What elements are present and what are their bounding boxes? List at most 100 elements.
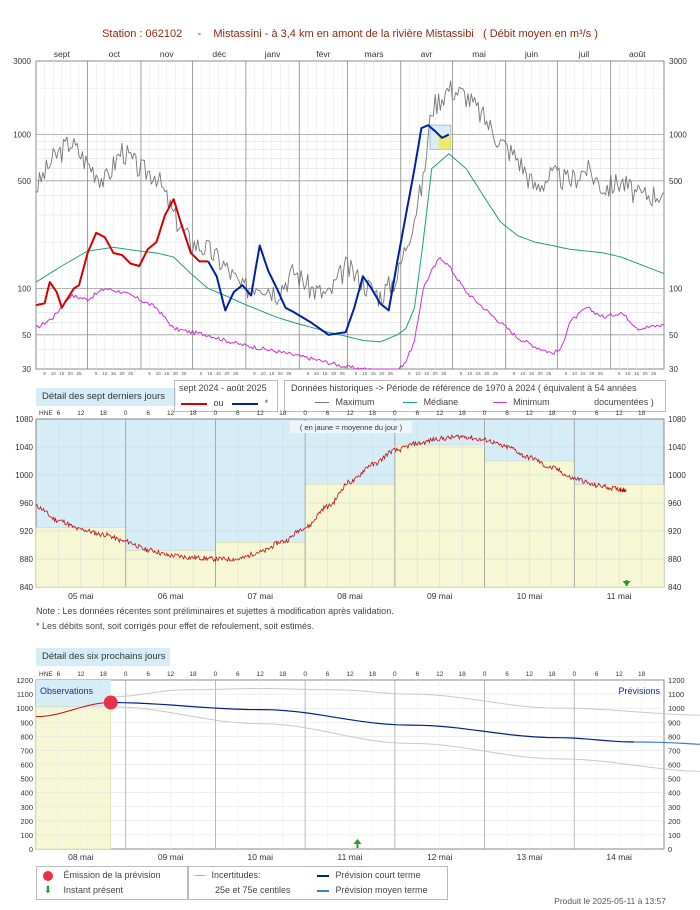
forecast-y-tick-left: 800	[20, 732, 33, 741]
forecast-day-label: 11 mai	[338, 852, 363, 862]
forecast-hour-label: 6	[415, 671, 419, 678]
seven-day-day-label: 07 mai	[248, 591, 274, 601]
annual-month-label: sept	[54, 49, 71, 59]
annual-day-tick-label: 25	[598, 371, 604, 376]
annual-month-label: oct	[109, 49, 121, 59]
instant-label: Instant présent	[63, 885, 124, 895]
six-day-detail-box: Détail des six prochains jours	[36, 648, 170, 666]
annual-day-tick-label: 20	[173, 371, 179, 376]
annual-y-tick-right: 500	[669, 177, 683, 186]
annual-month-label: août	[629, 49, 646, 59]
seven-day-hour-label: 6	[505, 410, 509, 417]
seven-day-day-label: 08 mai	[337, 591, 363, 601]
forecast-hour-label: 18	[100, 671, 108, 678]
forecast-hour-label: 0	[303, 671, 307, 678]
seven-day-hour-label: 12	[77, 410, 85, 417]
forecast-y-tick-left: 200	[20, 817, 33, 826]
annual-day-tick-label: 20	[538, 371, 544, 376]
uncertainty-label: Incertitudes:	[211, 870, 261, 880]
annual-day-tick-label: 25	[388, 371, 394, 376]
yellow-note-text: ( en jaune = moyenne du jour )	[300, 423, 403, 432]
forecast-y-tick-right: 300	[668, 803, 681, 812]
uncertainty-swatch	[195, 875, 205, 877]
annual-day-tick-label: 5	[253, 371, 256, 376]
or-label: ou	[213, 398, 224, 408]
annual-month-label: avr	[421, 49, 433, 59]
forecast-y-tick-left: 1100	[17, 690, 33, 699]
seven-day-y-tick-left: 1040	[15, 443, 33, 452]
annual-day-tick-label: 15	[111, 371, 117, 376]
annual-day-tick-label: 15	[323, 371, 329, 376]
court-terme-label: Prévision court terme	[335, 870, 421, 880]
seven-day-y-tick-right: 880	[668, 555, 682, 564]
forecast-hne-label: HNE	[39, 671, 53, 678]
forecast-y-tick-left: 700	[20, 746, 33, 755]
observation-daily-mean	[35, 706, 112, 850]
annual-y-tick-left: 50	[22, 331, 31, 340]
seven-day-observed-line	[35, 434, 627, 563]
forecast-legend-right: Incertitudes: 25e et 75e centiles Prévis…	[188, 866, 448, 900]
annual-month-label: févr	[316, 49, 330, 59]
annual-day-tick-label: 25	[340, 371, 346, 376]
annual-day-tick-label: 5	[148, 371, 151, 376]
annual-day-tick-label: 15	[424, 371, 430, 376]
annual-month-label: mai	[472, 49, 486, 59]
annual-y-tick-left: 1000	[13, 130, 31, 139]
seven-day-hour-label: 18	[548, 410, 556, 417]
six-day-detail-label: Détail des six prochains jours	[42, 651, 166, 662]
annual-day-tick-label: 5	[618, 371, 621, 376]
annual-y-tick-left: 500	[18, 177, 32, 186]
annual-day-tick-label: 20	[433, 371, 439, 376]
forecast-hour-label: 6	[146, 671, 150, 678]
period-title: sept 2024 - août 2025	[179, 383, 267, 393]
annual-y-tick-left: 3000	[13, 57, 31, 66]
forecast-day-label: 08 mai	[68, 852, 94, 862]
annual-y-tick-right: 30	[669, 365, 678, 374]
annual-day-tick-label: 25	[128, 371, 134, 376]
annual-day-tick-label: 20	[68, 371, 74, 376]
unit-label: ( Débit moyen en m³/s )	[483, 28, 598, 40]
observed-red-swatch	[181, 402, 207, 405]
annual-day-tick-label: 5	[408, 371, 411, 376]
estimated-blue-swatch	[232, 402, 259, 405]
seven-day-hour-label: 0	[214, 410, 218, 417]
annual-month-label: mars	[365, 49, 384, 59]
previsions-label: Prévisions	[618, 686, 660, 696]
annual-day-tick-label: 25	[286, 371, 292, 376]
annual-day-tick-label: 20	[224, 371, 230, 376]
forecast-hour-label: 12	[257, 671, 265, 678]
forecast-hour-label: 12	[616, 671, 624, 678]
median-label: Médiane	[423, 397, 459, 407]
forecast-hour-label: 0	[393, 671, 397, 678]
forecast-observed-line	[35, 702, 111, 718]
forecast-hour-label: 0	[483, 671, 487, 678]
seven-day-detail-label: Détail des sept derniers jours	[42, 391, 166, 402]
emission-dot-icon	[43, 870, 53, 881]
annual-day-tick-label: 20	[120, 371, 126, 376]
emission-dot-icon	[103, 695, 118, 710]
station-label: Station : 062102	[102, 28, 183, 40]
forecast-hour-label: 12	[346, 671, 354, 678]
annual-day-tick-label: 5	[43, 371, 46, 376]
seven-day-y-tick-left: 1000	[15, 471, 33, 480]
forecast-hour-label: 18	[369, 671, 377, 678]
historical-title: Données historiques -> Période de référe…	[291, 383, 637, 393]
annual-day-tick-label: 15	[59, 371, 65, 376]
annual-day-tick-label: 25	[441, 371, 447, 376]
series-maximum-line	[35, 80, 665, 307]
annual-day-tick-label: 20	[643, 371, 649, 376]
forecast-hour-label: 12	[526, 671, 534, 678]
forecast-y-tick-right: 800	[668, 732, 681, 741]
forecast-y-tick-left: 500	[20, 775, 33, 784]
seven-day-hour-label: 0	[483, 410, 487, 417]
seven-day-hour-label: 18	[189, 410, 197, 417]
annual-day-tick-label: 10	[207, 371, 213, 376]
forecast-y-tick-right: 500	[668, 775, 681, 784]
forecast-hour-label: 6	[595, 671, 599, 678]
seven-day-hour-label: 18	[638, 410, 646, 417]
forecast-day-label: 09 mai	[158, 852, 184, 862]
annual-day-tick-label: 10	[572, 371, 578, 376]
present-arrow-icon	[622, 581, 631, 586]
annual-day-tick-label: 10	[362, 371, 368, 376]
maximum-swatch	[315, 402, 329, 404]
